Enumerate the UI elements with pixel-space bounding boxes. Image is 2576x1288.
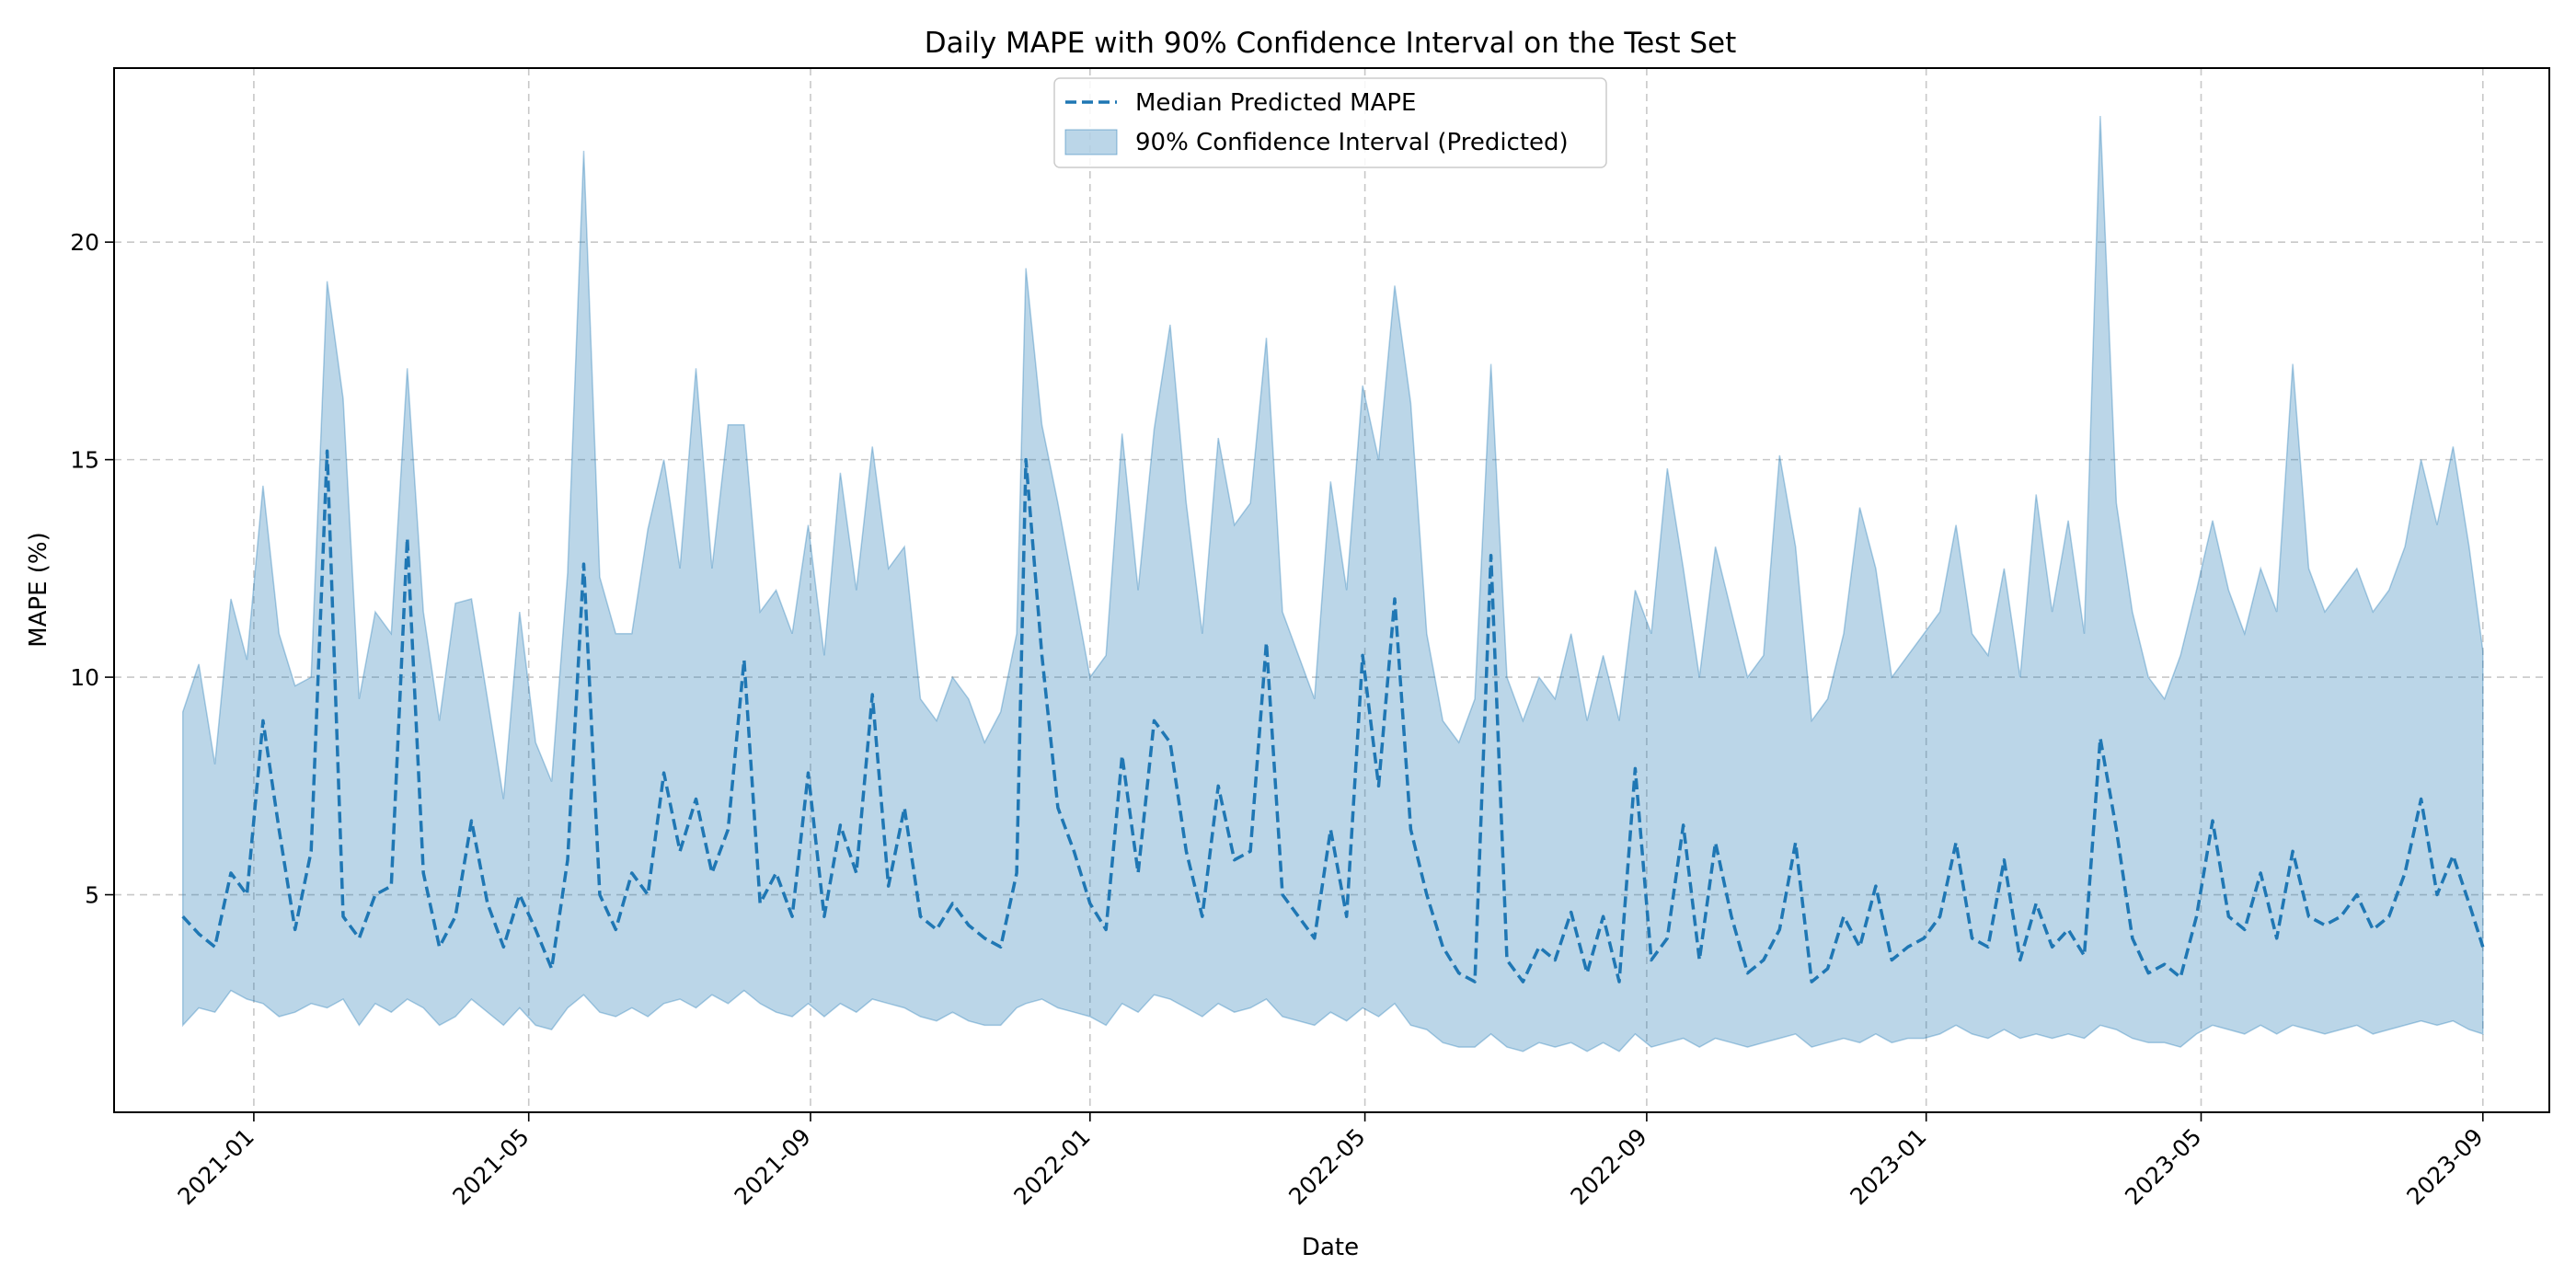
median-line-layer — [181, 449, 2485, 983]
legend-box — [1053, 77, 1607, 168]
plot-frame — [113, 67, 2550, 1113]
chart-title: Daily MAPE with 90% Confidence Interval … — [925, 27, 1737, 60]
y-tick-label: 20 — [70, 229, 99, 256]
grid — [114, 68, 2549, 1112]
y-axis-ticks: 5 10 15 20 — [70, 229, 114, 909]
legend-band-swatch — [1064, 129, 1118, 155]
y-tick-label: 5 — [85, 882, 99, 909]
legend: Median Predicted MAPE 90% Confidence Int… — [1053, 77, 1607, 168]
legend-label-band: 90% Confidence Interval (Predicted) — [1135, 129, 1569, 156]
median-line — [181, 449, 2485, 983]
x-axis-label: Date — [1302, 1234, 1359, 1261]
legend-label-median: Median Predicted MAPE — [1135, 89, 1416, 117]
confidence-band — [181, 115, 2484, 1052]
confidence-band-layer — [181, 115, 2484, 1052]
y-axis-label: MAPE (%) — [25, 532, 52, 648]
y-tick-label: 10 — [70, 664, 99, 691]
y-tick-label: 15 — [70, 447, 99, 474]
